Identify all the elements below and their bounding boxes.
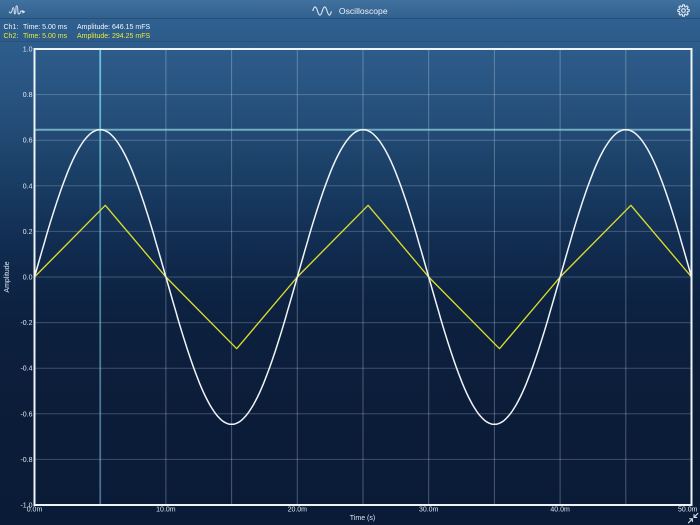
svg-text:-1.0: -1.0 — [20, 503, 32, 510]
svg-text:0.0m: 0.0m — [27, 507, 43, 514]
svg-text:-0.8: -0.8 — [20, 457, 32, 464]
svg-text:0.0: 0.0 — [23, 275, 33, 282]
svg-text:0.2: 0.2 — [23, 229, 33, 236]
svg-text:0.8: 0.8 — [23, 92, 33, 99]
svg-text:30.0m: 30.0m — [419, 507, 439, 514]
svg-text:Amplitude: Amplitude — [4, 261, 11, 292]
svg-text:0.6: 0.6 — [23, 138, 33, 145]
svg-text:-0.4: -0.4 — [20, 366, 32, 373]
svg-text:10.0m: 10.0m — [156, 507, 176, 514]
svg-text:-0.6: -0.6 — [20, 411, 32, 418]
svg-text:20.0m: 20.0m — [288, 507, 308, 514]
svg-text:40.0m: 40.0m — [550, 507, 570, 514]
svg-text:50.0m: 50.0m — [678, 507, 698, 514]
svg-text:Time (s): Time (s) — [350, 515, 375, 522]
svg-text:-0.2: -0.2 — [20, 320, 32, 327]
svg-text:1.0: 1.0 — [23, 47, 33, 54]
svg-text:0.4: 0.4 — [23, 183, 33, 190]
